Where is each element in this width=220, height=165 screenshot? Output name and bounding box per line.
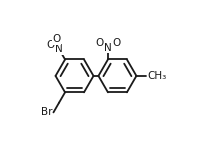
Text: N: N <box>55 44 63 54</box>
Text: O: O <box>53 34 61 44</box>
Text: N: N <box>104 43 112 53</box>
Text: CH₃: CH₃ <box>147 71 166 81</box>
Text: O: O <box>95 38 103 48</box>
Text: O: O <box>46 40 55 50</box>
Text: Br: Br <box>41 107 53 117</box>
Text: O: O <box>112 38 121 48</box>
